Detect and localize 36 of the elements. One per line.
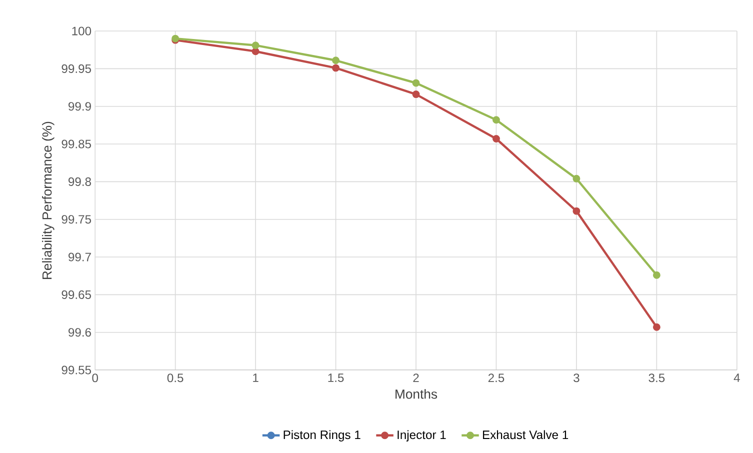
point bbox=[252, 42, 260, 50]
y-tick-label: 100 bbox=[72, 26, 92, 36]
y-tick-label: 99.65 bbox=[62, 290, 92, 299]
legend-label: Exhaust Valve 1 bbox=[482, 430, 568, 440]
point bbox=[332, 64, 340, 72]
x-tick-label: 3 bbox=[574, 374, 580, 382]
x-tick-label: 1.5 bbox=[328, 374, 344, 382]
point bbox=[572, 207, 580, 215]
y-axis-title: Reliability Performance (%) bbox=[42, 122, 54, 279]
y-tick-label: 99.95 bbox=[62, 64, 92, 73]
point bbox=[652, 323, 660, 331]
x-tick-label: 4 bbox=[734, 374, 740, 382]
y-tick-label: 99.7 bbox=[68, 252, 91, 262]
x-tick-label: 0 bbox=[92, 374, 98, 382]
x-tick-label: 2 bbox=[413, 374, 419, 382]
point bbox=[652, 271, 660, 279]
x-tick-label: 2.5 bbox=[488, 374, 504, 382]
y-tick-label: 99.75 bbox=[62, 215, 92, 224]
point bbox=[412, 79, 420, 87]
point bbox=[412, 90, 420, 98]
legend-label: Piston Rings 1 bbox=[284, 430, 360, 442]
point bbox=[332, 56, 340, 64]
point bbox=[492, 134, 500, 142]
legend-label: Injector 1 bbox=[398, 430, 446, 442]
y-tick-label: 99.6 bbox=[68, 328, 92, 337]
x-axis-title: Months bbox=[396, 389, 438, 399]
x-tick-label: 0.5 bbox=[167, 374, 184, 382]
point bbox=[572, 174, 580, 182]
y-tick-label: 99.9 bbox=[68, 102, 91, 111]
point bbox=[492, 116, 500, 124]
y-tick-label: 99.8 bbox=[68, 177, 92, 186]
x-tick-label: 3.5 bbox=[648, 374, 665, 382]
y-tick-label: 99.55 bbox=[62, 366, 92, 374]
x-tick-label: 1 bbox=[253, 374, 258, 382]
y-tick-label: 99.85 bbox=[62, 140, 92, 148]
point bbox=[252, 48, 260, 56]
